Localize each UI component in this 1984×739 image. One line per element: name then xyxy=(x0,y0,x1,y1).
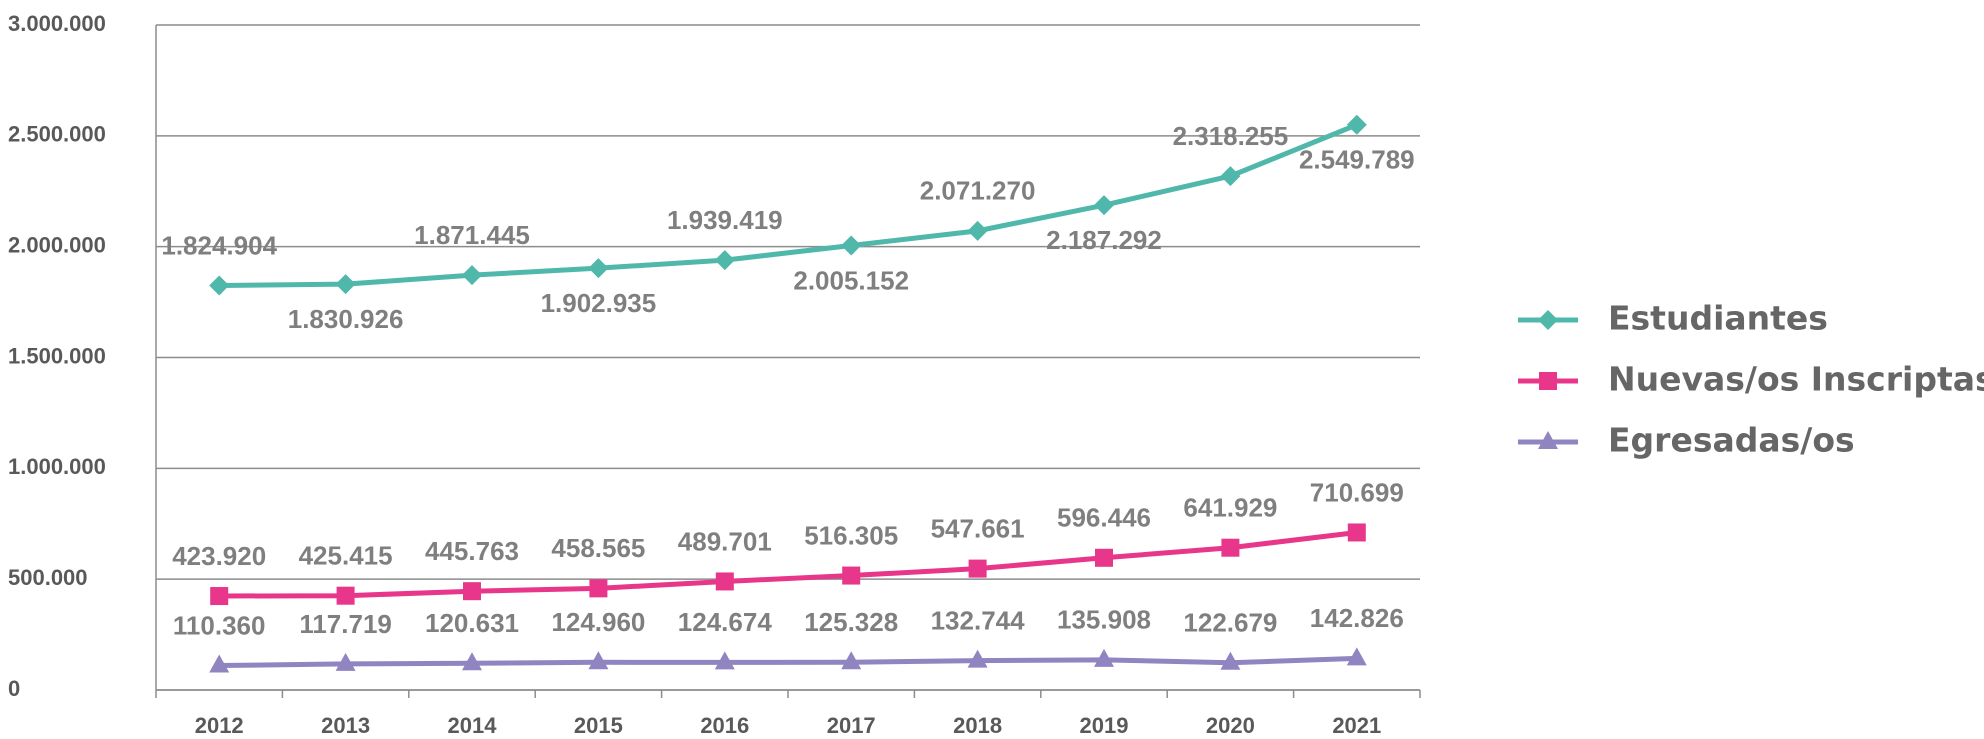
x-tick-label: 2012 xyxy=(195,713,244,738)
value-label: 120.631 xyxy=(425,608,519,638)
marker xyxy=(715,572,734,591)
value-label: 117.719 xyxy=(299,609,392,639)
marker xyxy=(209,654,230,673)
y-tick-label: 1.500.000 xyxy=(8,343,106,368)
x-tick-label: 2015 xyxy=(574,713,623,738)
marker xyxy=(589,579,608,598)
marker xyxy=(841,235,862,256)
marker xyxy=(714,250,735,271)
y-tick-label: 2.000.000 xyxy=(8,232,106,257)
x-tick-label: 2017 xyxy=(827,713,876,738)
value-label: 596.446 xyxy=(1057,503,1151,533)
marker xyxy=(1095,548,1113,567)
y-tick-label: 2.500.000 xyxy=(8,122,106,147)
marker xyxy=(1346,114,1367,135)
marker xyxy=(1221,538,1240,557)
x-tick-label: 2013 xyxy=(321,713,370,738)
marker xyxy=(210,587,229,606)
value-label: 1.871.445 xyxy=(414,220,530,250)
marker xyxy=(967,220,988,241)
marker xyxy=(1347,523,1366,542)
x-tick-label: 2019 xyxy=(1080,713,1129,738)
marker xyxy=(463,582,481,601)
value-label: 489.701 xyxy=(678,526,772,556)
legend-marker xyxy=(1538,431,1558,449)
marker xyxy=(967,649,988,668)
value-label: 516.305 xyxy=(804,520,898,550)
marker xyxy=(335,274,356,295)
x-tick-label: 2021 xyxy=(1332,713,1381,738)
value-label: 547.661 xyxy=(931,513,1025,543)
marker xyxy=(1220,651,1241,670)
y-tick-label: 3.000.000 xyxy=(8,11,106,36)
y-tick-label: 0 xyxy=(8,676,20,701)
series-line xyxy=(219,529,1358,599)
legend-label: Estudiantes xyxy=(1608,299,1828,338)
legend-label: Egresadas/os xyxy=(1608,421,1855,460)
marker xyxy=(968,559,987,578)
marker xyxy=(1094,195,1114,216)
value-label: 1.939.419 xyxy=(667,205,783,235)
marker xyxy=(462,265,482,286)
value-label: 124.960 xyxy=(551,607,645,637)
value-label: 2.318.255 xyxy=(1173,121,1289,151)
value-label: 142.826 xyxy=(1310,603,1404,633)
marker xyxy=(1346,647,1367,666)
legend-marker xyxy=(1538,310,1558,330)
legend-label: Nuevas/os Inscriptas/os xyxy=(1608,360,1984,399)
x-tick-label: 2016 xyxy=(700,713,749,738)
marker xyxy=(1094,648,1114,667)
value-label: 2.005.152 xyxy=(793,265,909,295)
value-label: 1.830.926 xyxy=(288,304,404,334)
value-label: 1.902.935 xyxy=(541,288,657,318)
series-line xyxy=(219,122,1358,288)
marker xyxy=(714,651,735,670)
series-line xyxy=(219,655,1357,669)
marker xyxy=(209,275,230,296)
y-tick-label: 1.000.000 xyxy=(8,454,106,479)
y-tick-label: 500.000 xyxy=(8,565,88,590)
value-label: 641.929 xyxy=(1183,493,1277,523)
x-tick-label: 2020 xyxy=(1206,713,1255,738)
marker xyxy=(841,651,862,670)
value-label: 423.920 xyxy=(172,541,266,571)
value-label: 2.187.292 xyxy=(1046,225,1162,255)
value-label: 135.908 xyxy=(1057,605,1151,635)
value-label: 445.763 xyxy=(425,536,519,566)
x-tick-label: 2014 xyxy=(448,713,498,738)
value-label: 124.674 xyxy=(678,607,773,637)
x-tick-label: 2018 xyxy=(953,713,1002,738)
value-label: 125.328 xyxy=(804,607,898,637)
marker xyxy=(842,566,861,585)
value-label: 122.679 xyxy=(1183,608,1277,638)
value-label: 132.744 xyxy=(931,605,1026,635)
value-label: 425.415 xyxy=(299,541,393,571)
marker xyxy=(462,652,482,671)
value-label: 2.071.270 xyxy=(920,176,1036,206)
value-label: 110.360 xyxy=(173,610,266,640)
value-label: 1.824.904 xyxy=(161,230,277,260)
marker xyxy=(336,586,355,605)
value-label: 458.565 xyxy=(551,533,645,563)
value-label: 2.549.789 xyxy=(1299,145,1415,175)
legend-marker xyxy=(1539,372,1557,390)
marker xyxy=(335,652,356,671)
marker xyxy=(588,258,609,279)
value-label: 710.699 xyxy=(1310,477,1404,507)
marker xyxy=(1220,166,1241,187)
marker xyxy=(588,651,609,670)
